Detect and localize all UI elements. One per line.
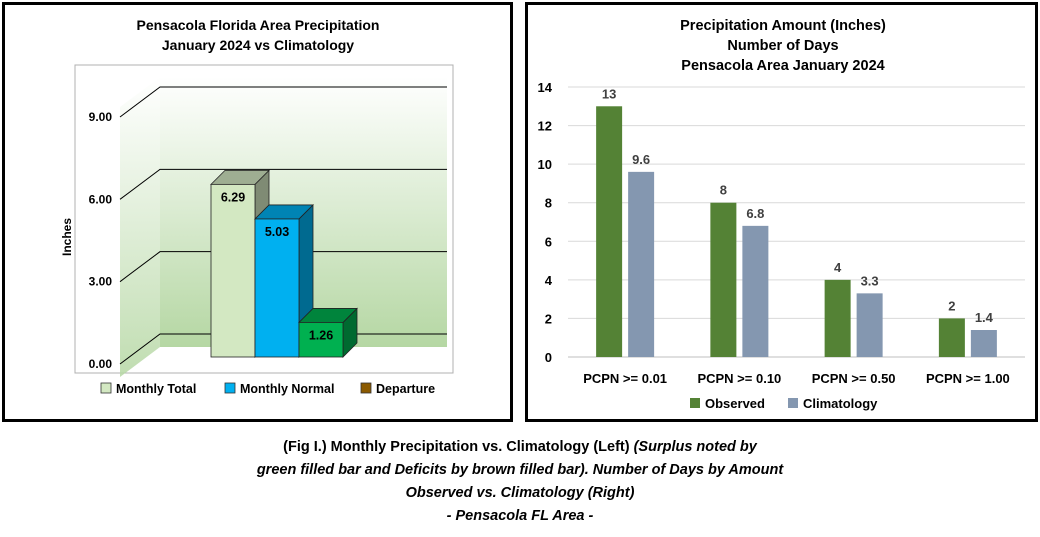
right-y-tick-label: 8: [545, 196, 552, 211]
right-chart-svg: Precipitation Amount (Inches) Number of …: [538, 18, 1025, 411]
right-bar-data-label: 2: [948, 298, 955, 313]
left-bar-front: [254, 218, 300, 358]
caption-line2: green filled bar and Deficits by brown f…: [256, 462, 784, 478]
right-legend-swatch: [788, 398, 798, 408]
left-bar-front: [210, 183, 256, 358]
right-bar-observed: 2: [938, 298, 965, 357]
left-y-axis-label: Inches: [60, 218, 74, 256]
right-bar-climatology: 9.6: [628, 152, 655, 357]
left-legend-swatch: [100, 382, 112, 394]
right-bar-observed: 13: [596, 86, 623, 358]
right-bar-data-label: 6.8: [746, 206, 764, 221]
figure-caption: (Fig I.) Monthly Precipitation vs. Clima…: [0, 436, 1040, 528]
right-bars: 13 9.6 8 6.8 4 3.3 2 1.4: [596, 86, 997, 358]
left-bar-data-label: 5.03: [265, 225, 289, 239]
left-chart-svg: Pensacola Florida Area Precipitation Jan…: [60, 17, 454, 396]
right-legend: Observed Climatology: [690, 396, 878, 411]
right-bar: [596, 106, 623, 358]
left-legend-swatch: [360, 382, 372, 394]
caption-line3: Observed vs. Climatology (Right): [405, 485, 635, 501]
right-x-tick-labels: PCPN >= 0.01 PCPN >= 0.10 PCPN >= 0.50 PCPN…: [583, 371, 1010, 386]
right-bar-data-label: 13: [602, 86, 616, 101]
left-legend: Monthly Total Monthly Normal Departure: [100, 382, 435, 396]
right-chart-panel: Precipitation Amount (Inches) Number of …: [525, 2, 1038, 422]
left-legend-swatch: [224, 382, 236, 394]
left-gridlines: [119, 86, 447, 365]
right-category-label: PCPN >= 0.01: [583, 371, 667, 386]
right-bar-observed: 4: [824, 260, 851, 357]
right-bar: [938, 318, 965, 357]
right-legend-label: Climatology: [803, 396, 878, 411]
right-category-label: PCPN >= 0.50: [812, 371, 896, 386]
right-y-tick-label: 0: [545, 350, 552, 365]
right-chart-title-line3: Pensacola Area January 2024: [681, 58, 884, 74]
right-y-tick-label: 2: [545, 311, 552, 326]
left-y-ticks: 0.00 3.00 6.00 9.00: [89, 110, 113, 371]
left-gridline: [119, 168, 447, 200]
left-y-tick-label: 6.00: [89, 192, 113, 206]
right-chart-title-line1: Precipitation Amount (Inches): [680, 18, 886, 34]
left-bar-front: [298, 322, 344, 358]
left-bar-data-label: 1.26: [309, 328, 333, 342]
right-legend-swatch: [690, 398, 700, 408]
left-bars: 6.29 5.03 1.26: [210, 169, 358, 358]
right-bar: [970, 330, 997, 357]
right-category-label: PCPN >= 0.10: [697, 371, 781, 386]
right-bar: [710, 202, 737, 357]
caption-line4: - Pensacola FL Area -: [446, 508, 594, 524]
right-y-tick-label: 10: [538, 157, 552, 172]
right-y-tick-label: 4: [545, 273, 553, 288]
caption-line1-italic: (Surplus noted by: [633, 439, 757, 455]
left-chart-title-line1: Pensacola Florida Area Precipitation: [136, 17, 379, 33]
right-bar-data-label: 8: [720, 183, 727, 198]
right-category-label: PCPN >= 1.00: [926, 371, 1010, 386]
right-bar-observed: 8: [710, 183, 737, 357]
left-legend-label: Departure: [376, 382, 435, 396]
right-y-tick-label: 14: [538, 80, 553, 95]
left-bar-data-label: 6.29: [221, 190, 245, 204]
left-gridline: [119, 251, 447, 283]
right-bar-climatology: 6.8: [742, 206, 769, 357]
caption-line1-bold: (Fig I.) Monthly Precipitation vs. Clima…: [283, 439, 630, 455]
left-chart-title-line2: January 2024 vs Climatology: [162, 37, 354, 53]
left-chart-panel: Pensacola Florida Area Precipitation Jan…: [2, 2, 513, 422]
left-legend-label: Monthly Normal: [240, 382, 334, 396]
right-bar-data-label: 3.3: [861, 273, 879, 288]
left-bar-departure: 1.26: [298, 307, 358, 358]
right-y-tick-label: 12: [538, 119, 552, 134]
right-chart-title-line2: Number of Days: [727, 38, 838, 54]
right-bar: [628, 171, 655, 357]
right-bar-data-label: 1.4: [975, 310, 994, 325]
right-legend-label: Observed: [705, 396, 765, 411]
right-bar: [856, 293, 883, 357]
right-bar-data-label: 9.6: [632, 152, 650, 167]
right-bar: [824, 279, 851, 357]
left-y-tick-label: 3.00: [89, 275, 113, 289]
right-y-tick-label: 6: [545, 234, 552, 249]
side-wall: [120, 77, 160, 377]
right-bar: [742, 225, 769, 357]
left-gridline: [119, 86, 447, 118]
left-y-tick-label: 0.00: [89, 357, 113, 371]
left-legend-label: Monthly Total: [116, 382, 196, 396]
right-bar-climatology: 1.4: [970, 310, 997, 357]
right-bar-climatology: 3.3: [856, 273, 883, 357]
left-y-tick-label: 9.00: [89, 110, 113, 124]
right-bar-data-label: 4: [834, 260, 842, 275]
